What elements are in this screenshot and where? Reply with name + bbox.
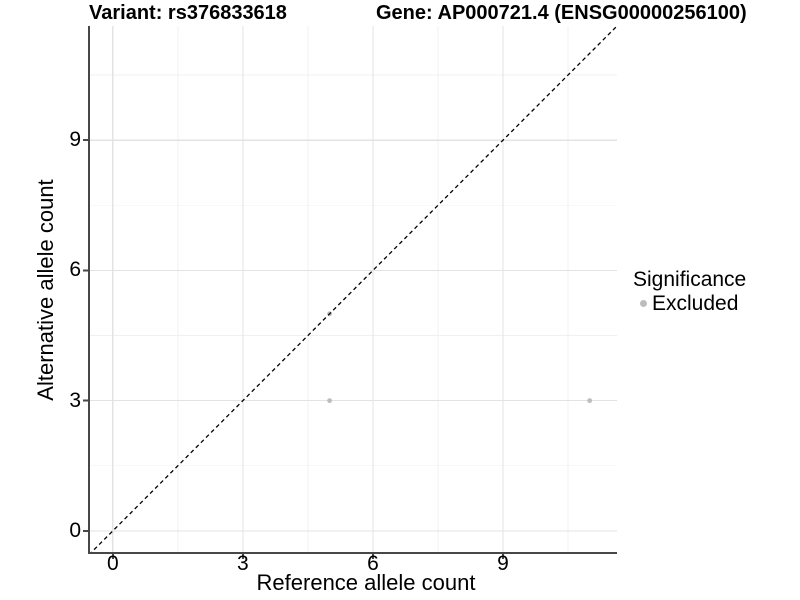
x-tick-label: 6	[367, 552, 379, 575]
x-axis-title: Reference allele count	[256, 570, 476, 595]
plot-title-variant: Variant: rs376833618	[89, 2, 287, 24]
x-tick-label: 3	[237, 552, 249, 575]
data-point	[327, 398, 332, 404]
legend: Significance Excluded	[633, 268, 746, 315]
identity-line	[89, 26, 617, 553]
x-tick-label: 9	[497, 552, 509, 575]
y-tick-label: 3	[69, 388, 81, 412]
plot-title-gene: Gene: AP000721.4 (ENSG00000256100)	[376, 2, 747, 24]
legend-title: Significance	[633, 268, 747, 291]
legend-item-excluded: Excluded	[633, 292, 746, 315]
y-tick-label: 9	[69, 128, 81, 152]
legend-point-swatch	[640, 300, 647, 307]
legend-item-label: Excluded	[652, 292, 739, 315]
y-tick-label: 6	[69, 258, 81, 282]
data-point	[587, 398, 593, 404]
y-tick-label: 0	[69, 518, 81, 542]
x-tick-label: 0	[106, 552, 119, 575]
